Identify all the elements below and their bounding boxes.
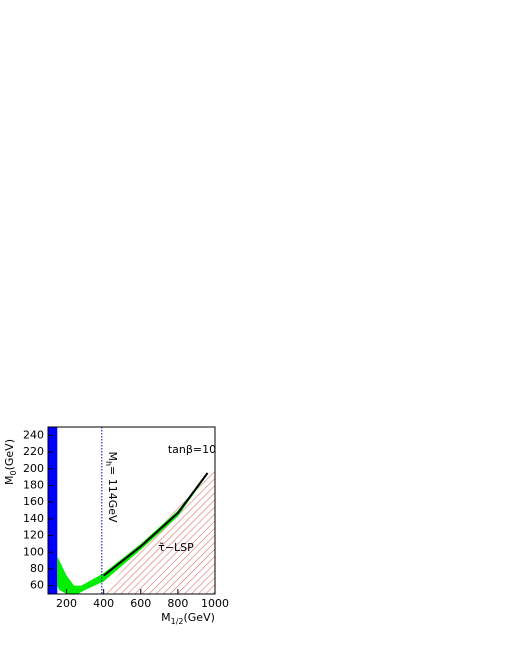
y-tick-label: 120 (23, 529, 44, 542)
x-axis-title: M1/2(GeV) (161, 611, 215, 626)
y-tick-label: 240 (23, 428, 44, 441)
x-tick-label: 400 (93, 597, 114, 610)
mh-rest: = 114GeV (106, 466, 119, 523)
tanb-annotation: tanβ=10 (168, 443, 216, 456)
y-axis-title: M0(GeV) (3, 439, 18, 485)
x-title-rest: (GeV) (183, 611, 214, 624)
y-title-sub: 0 (9, 470, 18, 475)
x-tick-label: 200 (56, 597, 77, 610)
y-tick-label: 100 (23, 545, 44, 558)
y-tick-label: 220 (23, 445, 44, 458)
mh-sub: h (105, 461, 114, 466)
lsp-annotation: τ̃−LSP (158, 541, 194, 554)
x-tick-label: 800 (167, 597, 188, 610)
mh-label: Mh= 114GeV (105, 451, 120, 523)
x-title-main: M (161, 611, 171, 624)
mh-main: M (106, 451, 119, 461)
y-tick-label: 180 (23, 478, 44, 491)
y-tick-label: 80 (30, 562, 44, 575)
y-tick-label: 60 (30, 579, 44, 592)
curve (103, 472, 209, 577)
y-tick-label: 160 (23, 495, 44, 508)
x-title-sub: 1/2 (171, 617, 184, 626)
hatched-region (101, 464, 215, 594)
y-tick-label: 140 (23, 512, 44, 525)
y-title-rest: (GeV) (3, 439, 16, 470)
y-title-main: M (3, 476, 16, 486)
frame (47, 426, 216, 595)
x-tick-label: 1000 (201, 597, 229, 610)
x-tick-label: 600 (130, 597, 151, 610)
y-tick-label: 200 (23, 462, 44, 475)
